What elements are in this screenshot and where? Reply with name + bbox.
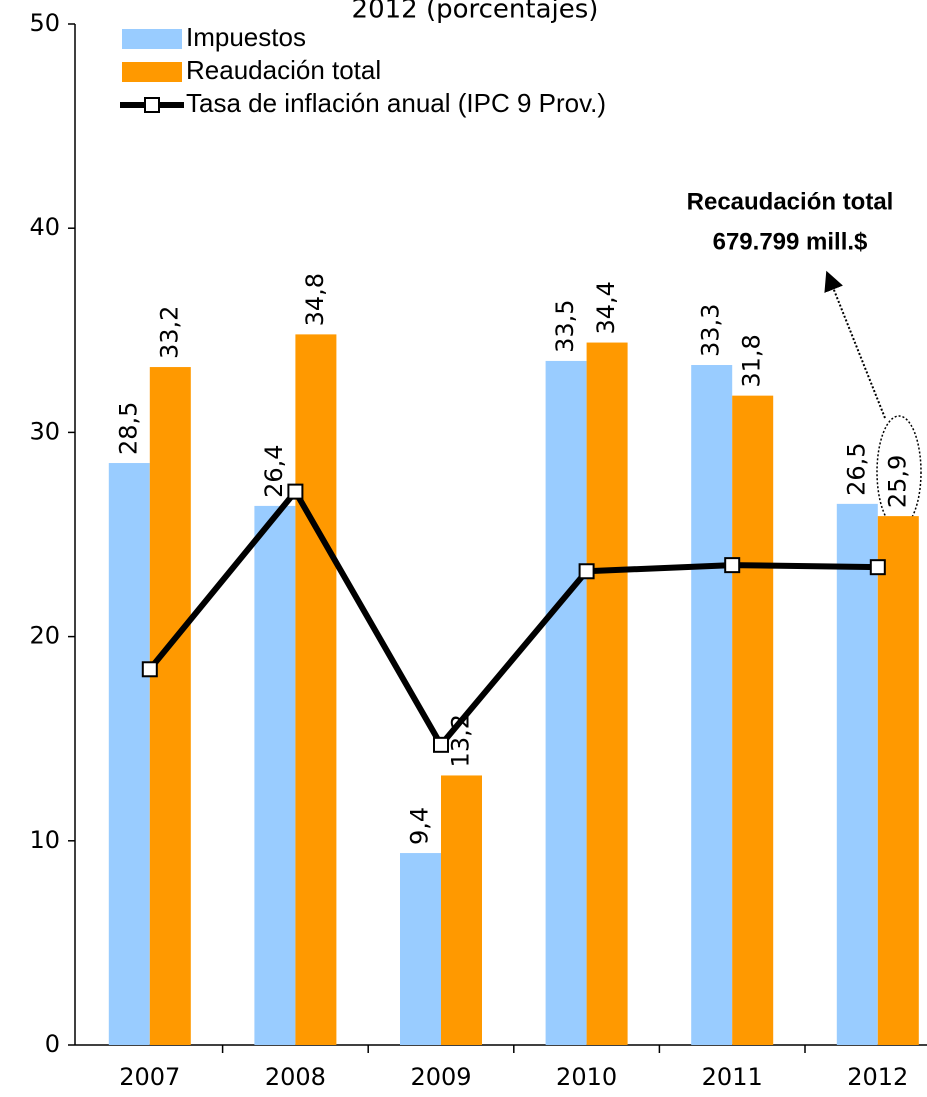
- bar: [400, 853, 441, 1045]
- legend-swatch: [144, 97, 160, 113]
- annotation: 679.799 mill.$: [713, 228, 868, 255]
- bar: [254, 505, 296, 1045]
- legend-label: Tasa de inflación anual (IPC 9 Prov.): [186, 88, 606, 118]
- legend-label: Reaudación total: [186, 55, 381, 85]
- x-tick-label: 2011: [702, 1063, 763, 1091]
- x-tick-label: 2007: [119, 1063, 180, 1091]
- value-label: 31,8: [738, 334, 766, 387]
- line-marker: [578, 563, 595, 580]
- bar: [149, 367, 191, 1045]
- line-marker: [141, 661, 158, 678]
- value-label: 34,4: [592, 281, 620, 334]
- bar: [836, 503, 878, 1045]
- y-tick-label: 0: [45, 1030, 60, 1058]
- x-tick-label: 2010: [556, 1063, 617, 1091]
- y-tick-label: 20: [29, 622, 60, 650]
- y-tick-label: 50: [29, 9, 60, 37]
- chart-title: 2012 (porcentajes): [352, 0, 599, 25]
- value-label: 25,9: [883, 455, 911, 508]
- line-marker: [724, 557, 741, 574]
- value-label: 33,5: [551, 299, 579, 352]
- annotation-arrow: [824, 270, 886, 419]
- x-tick-label: 2009: [410, 1063, 471, 1091]
- y-tick-label: 10: [29, 826, 60, 854]
- value-label: 26,5: [842, 442, 870, 495]
- legend-label: Impuestos: [186, 22, 306, 52]
- bar: [295, 334, 337, 1045]
- value-label: 9,4: [406, 807, 434, 845]
- bar: [545, 360, 587, 1045]
- line-marker: [287, 483, 304, 500]
- bar: [877, 516, 919, 1045]
- line-marker: [869, 559, 886, 576]
- line: [147, 488, 878, 748]
- value-label: 28,5: [114, 402, 142, 455]
- bar: [108, 463, 150, 1045]
- bar: [586, 342, 628, 1045]
- x-tick-label: 2012: [847, 1063, 908, 1091]
- x-tick-label: 2008: [265, 1063, 326, 1091]
- value-label: 34,8: [301, 273, 329, 326]
- bar: [732, 395, 774, 1045]
- legend-swatch: [122, 62, 182, 82]
- y-tick-label: 30: [29, 417, 60, 445]
- y-tick-label: 40: [29, 213, 60, 241]
- annotation: Recaudación total: [687, 188, 894, 215]
- value-label: 33,2: [155, 306, 183, 359]
- value-label: 26,4: [260, 444, 288, 497]
- legend-swatch: [122, 29, 182, 49]
- bar: [441, 775, 482, 1045]
- value-label: 33,3: [697, 304, 725, 357]
- bar: [691, 365, 733, 1045]
- line-marker: [433, 736, 449, 753]
